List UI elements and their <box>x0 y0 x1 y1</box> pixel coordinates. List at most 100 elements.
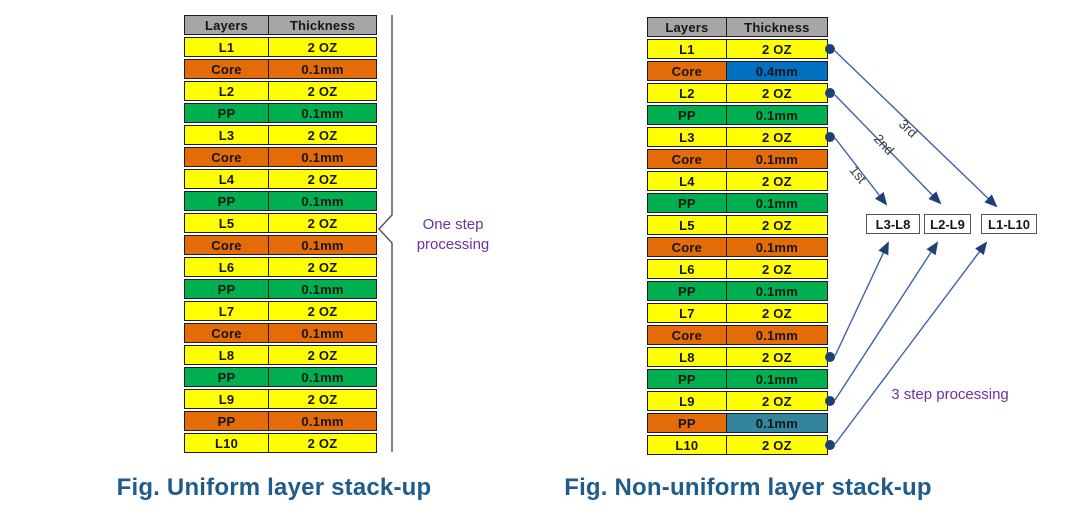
layer-cell: L10 <box>185 434 270 452</box>
layer-cell: PP <box>185 280 270 298</box>
layer-cell: L6 <box>185 258 270 276</box>
step-label-3rd: 3rd <box>895 116 921 141</box>
layer-cell: Core <box>648 62 727 80</box>
table-header-row: Layers Thickness <box>184 15 377 35</box>
layer-cell: L4 <box>648 172 727 190</box>
thickness-cell: 0.1mm <box>726 414 827 432</box>
layer-cell: L9 <box>185 390 270 408</box>
table-row: PP 0.1mm <box>184 103 377 123</box>
thickness-cell: 2 OZ <box>269 346 376 364</box>
thickness-cell: 0.4mm <box>726 62 827 80</box>
thickness-cell: 2 OZ <box>726 172 827 190</box>
group-box-l2-l9: L2-L9 <box>924 214 971 234</box>
layer-cell: Core <box>648 326 727 344</box>
table-row: Core 0.1mm <box>647 237 828 257</box>
layer-cell: Core <box>185 60 270 78</box>
layer-cell: PP <box>185 368 270 386</box>
connector-dot <box>825 440 835 450</box>
layer-cell: L1 <box>648 40 727 58</box>
table-row: L9 2 OZ <box>647 391 835 411</box>
thickness-cell: 2 OZ <box>269 38 376 56</box>
table-row: L10 2 OZ <box>184 433 377 453</box>
table-row: PP 0.1mm <box>647 413 828 433</box>
table-row: Core 0.4mm <box>647 61 828 81</box>
table-row: Core 0.1mm <box>184 59 377 79</box>
one-step-line1: One step <box>422 216 484 233</box>
layer-cell: PP <box>648 282 727 300</box>
thickness-cell: 2 OZ <box>726 348 827 366</box>
table-row: PP 0.1mm <box>184 279 377 299</box>
table-row: L7 2 OZ <box>647 303 828 323</box>
thickness-cell: 0.1mm <box>726 194 827 212</box>
thickness-cell: 0.1mm <box>269 148 376 166</box>
layer-cell: L5 <box>648 216 727 234</box>
thickness-cell: 0.1mm <box>726 238 827 256</box>
thickness-cell: 2 OZ <box>726 304 827 322</box>
header-cell: Thickness <box>269 16 376 34</box>
layer-cell: PP <box>185 104 270 122</box>
thickness-cell: 0.1mm <box>269 324 376 342</box>
group-box-l3-l8: L3-L8 <box>866 214 920 234</box>
step-label-2nd: 2nd <box>870 131 898 158</box>
thickness-cell: 0.1mm <box>269 280 376 298</box>
thickness-cell: 2 OZ <box>269 214 376 232</box>
layer-cell: Core <box>185 324 270 342</box>
thickness-cell: 2 OZ <box>726 216 827 234</box>
thickness-cell: 2 OZ <box>269 126 376 144</box>
layer-cell: PP <box>648 106 727 124</box>
table-row: PP 0.1mm <box>647 193 828 213</box>
thickness-cell: 0.1mm <box>726 326 827 344</box>
uniform-table: Layers Thickness L1 2 OZ Core 0.1mm L2 2 OZ PP 0.… <box>184 15 377 453</box>
header-cell: Layers <box>648 18 727 36</box>
table-row: PP 0.1mm <box>184 411 377 431</box>
table-row: L9 2 OZ <box>184 389 377 409</box>
table-row: L4 2 OZ <box>647 171 828 191</box>
nonuniform-caption: Fig. Non-uniform layer stack-up <box>564 474 932 501</box>
thickness-cell: 2 OZ <box>269 170 376 188</box>
table-row: PP 0.1mm <box>184 367 377 387</box>
layer-cell: PP <box>648 370 727 388</box>
table-row: L4 2 OZ <box>184 169 377 189</box>
table-row: PP 0.1mm <box>184 191 377 211</box>
layer-cell: L2 <box>648 84 727 102</box>
layer-cell: Core <box>185 148 270 166</box>
connector-dot <box>825 132 835 142</box>
thickness-cell: 0.1mm <box>726 370 827 388</box>
thickness-cell: 0.1mm <box>726 150 827 168</box>
one-step-annotation: One step processing <box>398 215 508 255</box>
header-cell: Layers <box>185 16 270 34</box>
arrow-l8-up <box>834 241 889 357</box>
thickness-cell: 2 OZ <box>726 260 827 278</box>
thickness-cell: 2 OZ <box>269 302 376 320</box>
thickness-cell: 2 OZ <box>726 84 827 102</box>
table-row: PP 0.1mm <box>647 281 828 301</box>
table-row: L7 2 OZ <box>184 301 377 321</box>
table-row: L6 2 OZ <box>647 259 828 279</box>
one-step-line2: processing <box>416 236 490 253</box>
layer-cell: L1 <box>185 38 270 56</box>
layer-cell: Core <box>185 236 270 254</box>
thickness-cell: 2 OZ <box>269 258 376 276</box>
layer-cell: L4 <box>185 170 270 188</box>
layer-cell: L5 <box>185 214 270 232</box>
layer-cell: L3 <box>648 128 727 146</box>
thickness-cell: 2 OZ <box>726 128 827 146</box>
table-row: L1 2 OZ <box>647 39 835 59</box>
uniform-caption: Fig. Uniform layer stack-up <box>116 474 432 501</box>
thickness-cell: 0.1mm <box>726 282 827 300</box>
layer-cell: L9 <box>648 392 727 410</box>
table-header-row: Layers Thickness <box>647 17 828 37</box>
header-cell: Thickness <box>726 18 827 36</box>
connector-dot <box>825 88 835 98</box>
table-row: L8 2 OZ <box>184 345 377 365</box>
step-label-1st: 1st <box>846 162 870 187</box>
layer-cell: L7 <box>185 302 270 320</box>
layer-cell: PP <box>185 192 270 210</box>
table-row: L5 2 OZ <box>184 213 377 233</box>
table-row: L3 2 OZ <box>184 125 377 145</box>
layer-cell: L2 <box>185 82 270 100</box>
thickness-cell: 2 OZ <box>269 82 376 100</box>
table-row: PP 0.1mm <box>647 369 828 389</box>
table-row: L6 2 OZ <box>184 257 377 277</box>
